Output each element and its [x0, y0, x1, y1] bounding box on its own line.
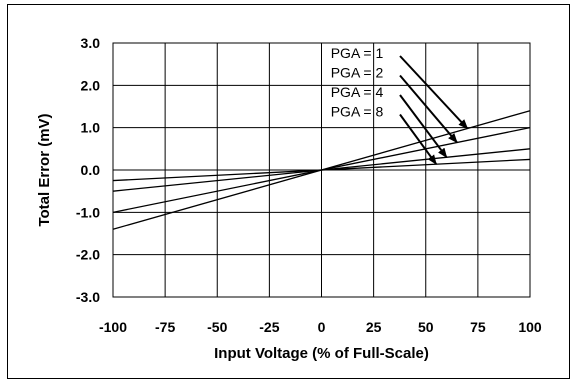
- plot-area-border: [112, 42, 531, 298]
- x-tick-label: 100: [518, 319, 542, 335]
- series-annotation-label: PGA = 4: [331, 84, 384, 100]
- annotation-arrow: [399, 94, 448, 159]
- series-lines: [112, 110, 531, 230]
- series-annotation-label: PGA = 2: [331, 65, 384, 81]
- y-tick-label: -2.0: [76, 247, 100, 263]
- x-tick-label: 50: [418, 319, 434, 335]
- annotation-arrow: [399, 55, 469, 130]
- annotations: PGA = 1 PGA = 2 PGA = 4 PGA = 8: [331, 45, 469, 165]
- y-tick-label: -1.0: [76, 204, 100, 220]
- tick-labels: -100 -75 -50 -25 0 25 50 75 100 3.0 2.0 1.0 0.0 -1.0 -…: [76, 35, 542, 335]
- y-tick-label: 0.0: [81, 162, 101, 178]
- series-annotation-label: PGA = 1: [331, 45, 384, 61]
- x-tick-label: 75: [470, 319, 486, 335]
- y-tick-label: 3.0: [81, 35, 101, 51]
- y-tick-label: 1.0: [81, 120, 101, 136]
- x-tick-label: -25: [259, 319, 279, 335]
- x-tick-label: 0: [318, 319, 326, 335]
- y-tick-label: -3.0: [76, 289, 100, 305]
- annotation-arrow: [399, 113, 437, 165]
- chart-frame: [7, 4, 570, 379]
- series-annotation-label: PGA = 8: [331, 104, 384, 120]
- series-line: [112, 158, 531, 182]
- annotation-arrow: [399, 74, 458, 144]
- x-tick-label: -50: [207, 319, 227, 335]
- x-tick-label: 25: [366, 319, 382, 335]
- y-axis-title: Total Error (mV): [36, 113, 53, 226]
- x-axis-title: Input Voltage (% of Full-Scale): [214, 345, 429, 362]
- y-tick-label: 2.0: [81, 77, 101, 93]
- x-tick-label: -100: [99, 319, 127, 335]
- x-tick-label: -75: [155, 319, 175, 335]
